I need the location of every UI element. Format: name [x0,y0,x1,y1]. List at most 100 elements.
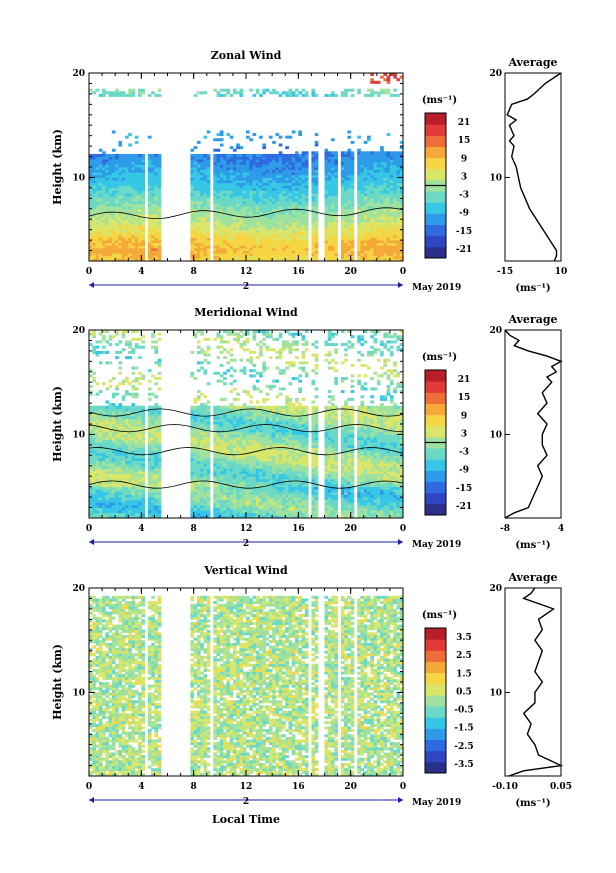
colorbar-tick-label: -21 [456,245,472,255]
y-tick-label: 20 [72,69,85,79]
colorbar-swatch [425,481,446,494]
colorbar-tick-label: -9 [459,209,469,219]
colorbar-tick-label: 15 [458,393,471,403]
x-axis-label: Local Time [212,813,280,826]
colorbar-swatch [425,717,446,729]
colorbar-swatch [425,235,446,248]
heatmap-cells [89,595,404,777]
panel-title: Vertical Wind [203,564,288,577]
panel-title: Zonal Wind [211,49,282,62]
average-frame [504,329,562,519]
colorbar-tick-label: -1.5 [454,724,473,734]
average-x-tick-label: 10 [555,267,568,277]
day-number: 2 [243,539,249,549]
y-axis-label: Height (km) [51,129,64,205]
x-tick-label: 4 [138,267,144,277]
colorbar-swatch [425,628,446,640]
x-tick-label: 4 [138,524,144,534]
day-axis-arrow-left [89,282,94,288]
x-tick-label: 20 [344,782,357,792]
x-tick-label: 12 [240,267,253,277]
average-title: Average [507,313,557,326]
colorbar-tick-label: 9 [461,154,467,164]
colorbar-swatch [425,672,446,685]
colorbar-frame [424,627,447,774]
average-frame [504,72,562,262]
x-tick-label: 16 [292,782,305,792]
colorbar-tick-label: 3 [461,429,467,439]
average-y-tick-label: 10 [489,688,502,698]
zero-contour [88,447,404,456]
y-tick-label: 10 [72,688,85,698]
zero-contour [88,207,404,220]
colorbar-swatch [425,213,446,226]
colorbar-tick-label: -3.5 [454,760,473,770]
x-tick-label: 16 [292,267,305,277]
x-tick-label: 16 [292,524,305,534]
colorbar-tick-label: 2.5 [456,651,472,661]
x-tick-label: 12 [240,524,253,534]
colorbar-tick-label: -2.5 [454,742,473,752]
zero-contour [88,408,404,417]
colorbar-swatch [425,157,446,170]
average-title: Average [507,571,557,584]
colorbar-swatch [425,202,446,214]
colorbar-swatch [425,492,446,505]
colorbar-swatch [425,414,446,427]
panel-title: Meridional Wind [194,306,298,319]
colorbar-swatch [425,246,446,259]
x-tick-label: 20 [344,524,357,534]
average-profile-line [508,587,564,777]
y-axis-label: Height (km) [51,644,64,720]
heatmap-cells [89,330,404,519]
colorbar-swatch [425,761,446,774]
colorbar-tick-label: -15 [456,227,472,237]
colorbar-swatch [425,381,446,393]
x-tick-label: 0 [86,267,92,277]
x-tick-label: 12 [240,782,253,792]
x-tick-label: 0 [86,782,92,792]
y-tick-label: 10 [72,430,85,440]
colorbar-unit: (ms⁻¹) [422,352,457,363]
colorbar-tick-label: -21 [456,502,472,512]
average-y-tick-label: 20 [489,326,502,336]
average-x-label: (ms⁻¹) [515,540,550,551]
colorbar-tick-label: 1.5 [456,669,472,679]
colorbar-tick-label: -3 [459,448,469,458]
x-tick-label: 8 [191,782,197,792]
y-tick-label: 10 [72,173,85,183]
average-y-tick-label: 20 [489,584,502,594]
day-axis-arrow-left [89,539,94,545]
x-tick-label: 0 [400,782,406,792]
date-label: May 2019 [412,798,461,808]
x-tick-label: 0 [86,524,92,534]
x-tick-label: 0 [400,524,406,534]
colorbar-tick-label: 15 [458,136,471,146]
colorbar-swatch [425,392,446,404]
colorbar-tick-label: 3 [461,172,467,182]
average-x-tick-label: -8 [500,524,510,534]
colorbar-swatch [425,459,446,471]
zero-contour [88,424,404,433]
colorbar-swatch [425,661,446,674]
colorbar-swatch [425,503,446,516]
colorbar-swatch [425,124,446,136]
x-tick-label: 0 [400,267,406,277]
colorbar-swatch [425,224,446,237]
colorbar-tick-label: 9 [461,411,467,421]
average-x-label: (ms⁻¹) [515,798,550,809]
colorbar-swatch [425,113,446,125]
colorbar-swatch [425,135,446,147]
colorbar-tick-label: 21 [458,118,471,128]
colorbar-tick-label: 0.5 [456,687,472,697]
y-tick-label: 20 [72,326,85,336]
average-profile-line [506,72,562,262]
colorbar-tick-label: 3.5 [456,633,472,643]
colorbar-unit: (ms⁻¹) [422,610,457,621]
panel-2: Meridional Wind 0 4 8 12 16 20 0 10 20 Height (km)… [51,306,564,551]
colorbar-swatch [425,650,446,662]
day-number: 2 [243,282,249,292]
y-tick-label: 20 [72,584,85,594]
colorbar-swatch [425,370,446,382]
